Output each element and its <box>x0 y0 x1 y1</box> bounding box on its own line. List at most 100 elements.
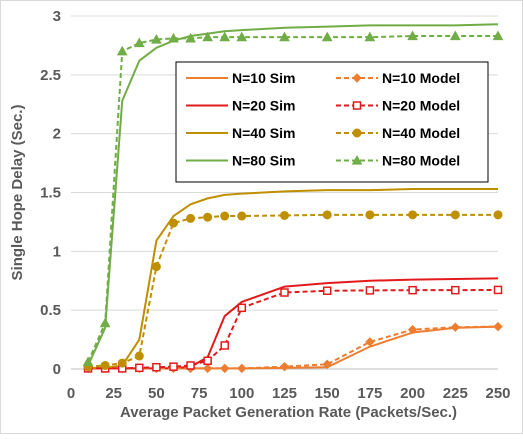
data-point-circle <box>408 210 418 220</box>
y-tick-label: 1 <box>53 243 61 260</box>
y-tick-label: 2.5 <box>40 67 61 84</box>
data-point-triangle <box>279 31 290 42</box>
y-axis-title: Single Hope Delay (Sec.) <box>9 105 26 281</box>
data-point-square <box>280 288 289 297</box>
x-tick-label: 125 <box>272 385 297 402</box>
data-point-square <box>220 341 229 350</box>
data-point-circle <box>322 210 332 220</box>
data-point-triangle <box>185 32 196 43</box>
data-point-triangle <box>202 31 213 42</box>
data-point-triangle <box>151 34 162 44</box>
data-point-square <box>203 356 212 366</box>
data-point-circle <box>220 211 230 221</box>
x-tick-label: 225 <box>443 385 468 402</box>
data-point-circle <box>117 358 127 368</box>
legend-label-n-40-model: N=40 Model <box>382 125 460 141</box>
data-point-circle <box>151 262 161 272</box>
data-point-triangle <box>99 317 111 328</box>
data-point-triangle <box>449 30 461 41</box>
x-tick-label: 50 <box>148 385 165 402</box>
x-tick-label: 150 <box>315 385 340 402</box>
series-n-40-sim <box>88 187 498 369</box>
data-point-triangle <box>407 30 418 41</box>
data-point-triangle <box>116 45 128 56</box>
data-point-square <box>237 303 247 313</box>
legend-label-n-20-sim: N=20 Sim <box>232 98 295 114</box>
data-point-square <box>408 285 417 295</box>
data-point-triangle <box>492 30 504 41</box>
series-n-80-model <box>82 30 504 367</box>
series-n-80-sim <box>87 23 499 366</box>
data-point-circle <box>168 218 178 228</box>
x-tick-label: 250 <box>485 385 510 402</box>
data-point-circle <box>203 212 213 222</box>
data-point-triangle <box>133 37 145 48</box>
data-point-circle <box>450 210 460 220</box>
legend-label-n-80-model: N=80 Model <box>382 153 460 169</box>
data-point-circle <box>365 210 375 220</box>
x-tick-label: 0 <box>67 385 75 402</box>
data-point-diamond <box>365 337 375 347</box>
data-point-square <box>322 286 332 296</box>
data-point-triangle <box>236 31 248 42</box>
series-n-40-model <box>83 210 503 372</box>
series-line-n-80-model <box>87 35 498 363</box>
data-point-diamond <box>202 363 213 374</box>
data-point-triangle <box>168 32 179 43</box>
data-point-triangle <box>321 31 333 42</box>
data-point-circle <box>280 210 289 220</box>
axes: 0 0.5 1 1.5 2 2.5 3 0 25 50 75 100 125 150 175 200 225 25… <box>40 8 510 402</box>
legend: N=10 Sim N=10 Model N=20 Sim N=20 Model N=40… <box>175 61 489 183</box>
legend-label-n-80-sim: N=80 Sim <box>232 153 295 169</box>
data-point-triangle <box>219 31 231 42</box>
data-point-diamond <box>322 359 332 370</box>
x-tick-label: 25 <box>105 385 122 402</box>
data-point-square <box>365 286 375 295</box>
data-point-circle <box>100 360 110 370</box>
series-line-n-80-sim <box>87 23 499 366</box>
y-tick-label: 0.5 <box>40 302 61 319</box>
data-point-diamond <box>407 324 418 335</box>
data-point-square <box>169 362 178 371</box>
x-tick-label: 100 <box>229 385 254 402</box>
y-tick-label: 0 <box>53 361 61 378</box>
data-point-diamond <box>220 363 230 374</box>
data-point-square <box>493 285 503 295</box>
data-point-diamond <box>237 363 247 374</box>
data-point-square <box>352 101 362 110</box>
data-point-triangle <box>364 31 376 42</box>
legend-box <box>175 61 489 183</box>
y-tick-label: 2 <box>53 126 61 143</box>
legend-label-n-10-model: N=10 Model <box>382 70 460 86</box>
data-point-square <box>135 363 144 373</box>
x-axis-title: Average Packet Generation Rate (Packets/… <box>120 404 457 421</box>
data-point-triangle <box>351 154 363 165</box>
legend-label-n-20-model: N=20 Model <box>382 98 460 114</box>
legend-label-n-40-sim: N=40 Sim <box>232 125 295 141</box>
data-point-diamond <box>450 322 461 332</box>
series-line-n-40-sim <box>88 187 498 369</box>
data-point-diamond <box>493 321 503 332</box>
series-group <box>82 23 504 374</box>
x-tick-label: 175 <box>357 385 382 402</box>
data-point-circle <box>493 210 503 220</box>
data-point-diamond <box>279 361 290 372</box>
data-point-diamond <box>352 73 362 83</box>
data-point-circle <box>237 211 247 221</box>
series-line-n-40-model <box>88 213 498 368</box>
data-point-square <box>451 285 460 295</box>
legend-label-n-10-sim: N=10 Sim <box>232 70 295 86</box>
data-point-square <box>186 361 195 370</box>
data-point-circle <box>186 213 196 223</box>
data-point-circle <box>352 128 362 138</box>
series-line-n-20-model <box>88 288 499 370</box>
data-point-triangle <box>82 356 94 367</box>
data-point-circle <box>134 351 144 361</box>
x-tick-label: 75 <box>191 385 208 402</box>
y-tick-label: 1.5 <box>40 185 61 202</box>
y-tick-label: 3 <box>53 8 61 25</box>
data-point-square <box>152 362 161 372</box>
x-tick-label: 200 <box>400 385 425 402</box>
